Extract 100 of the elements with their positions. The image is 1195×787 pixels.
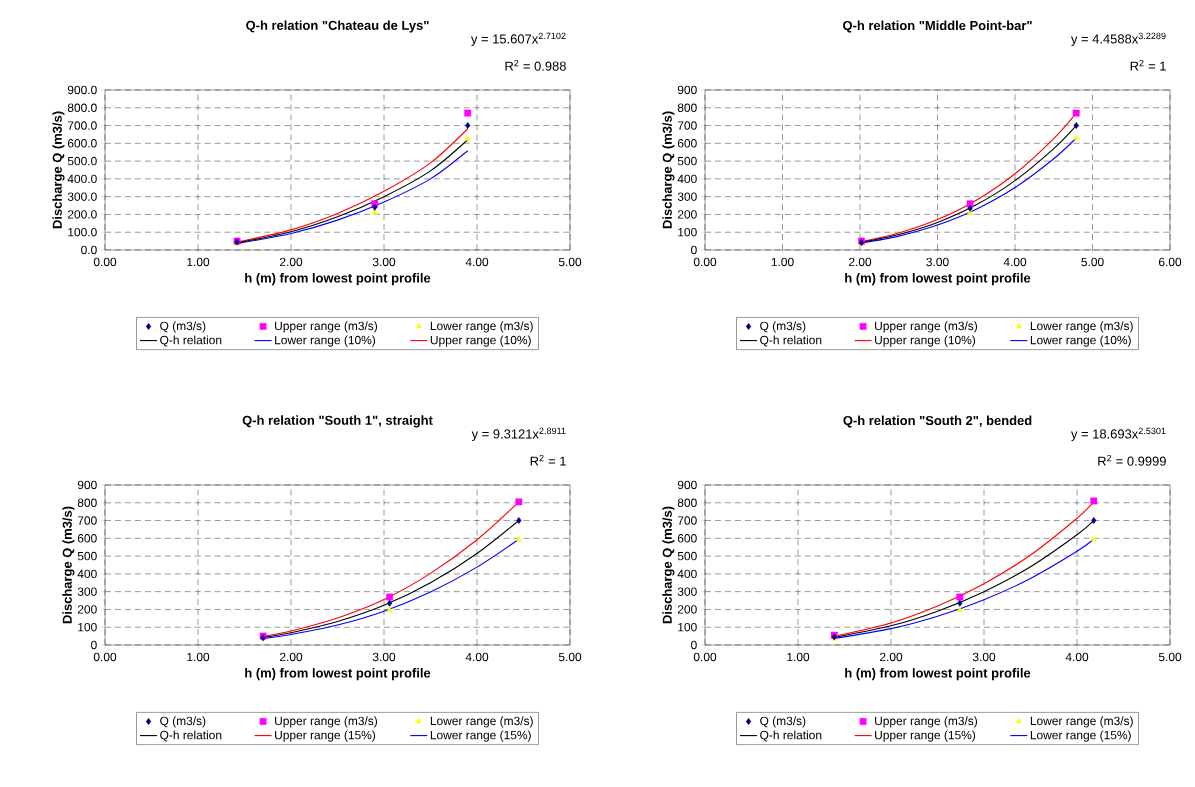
y-axis-title: Discharge Q (m3/s) bbox=[662, 111, 675, 229]
y-tick-label: 300 bbox=[77, 587, 97, 596]
x-tick-label: 4.00 bbox=[1003, 257, 1027, 267]
y-tick-label: 800 bbox=[677, 498, 697, 507]
x-tick-label: 3.00 bbox=[372, 257, 396, 267]
x-tick-label: 4.00 bbox=[1065, 652, 1089, 662]
chart-title: Q-h relation "Chateau de Lys" bbox=[246, 20, 429, 33]
legend-label: Q-h relation bbox=[760, 335, 822, 347]
y-axis-title: Discharge Q (m3/s) bbox=[62, 506, 75, 624]
y-tick-label: 300 bbox=[677, 587, 697, 596]
legend-label: Lower range (m3/s) bbox=[430, 321, 533, 333]
x-tick-label: 1.00 bbox=[771, 257, 794, 267]
legend-label: Q (m3/s) bbox=[160, 716, 206, 728]
y-tick-label: 500 bbox=[77, 551, 97, 561]
y-tick-label: 600.0 bbox=[67, 139, 97, 148]
legend-label: Q (m3/s) bbox=[760, 321, 806, 333]
legend-label: Upper range (15%) bbox=[875, 730, 976, 742]
x-tick-label: 4.00 bbox=[465, 257, 489, 267]
x-tick-label: 0.00 bbox=[93, 257, 117, 267]
x-tick-label: 0.00 bbox=[693, 257, 717, 267]
y-tick-label: 400 bbox=[77, 569, 97, 579]
legend-label: Q (m3/s) bbox=[160, 321, 206, 333]
y-tick-label: 400 bbox=[677, 569, 697, 579]
x-tick-label: 5.00 bbox=[1081, 257, 1104, 267]
y-tick-label: 500.0 bbox=[67, 156, 97, 166]
x-tick-label: 2.00 bbox=[848, 257, 872, 267]
chart-title: Q-h relation "Middle Point-bar" bbox=[843, 20, 1032, 33]
y-tick-label: 600 bbox=[677, 534, 697, 543]
x-tick-label: 0.00 bbox=[93, 652, 117, 662]
legend-label: Lower range (m3/s) bbox=[1030, 716, 1133, 728]
x-tick-label: 4.00 bbox=[465, 652, 489, 662]
x-axis-title: h (m) from lowest point profile bbox=[845, 668, 1031, 681]
legend-label: Upper range (m3/s) bbox=[275, 321, 378, 333]
text: R$^{2}$ = 0.988 bbox=[505, 59, 566, 71]
legend-label: Lower range (10%) bbox=[1030, 335, 1131, 347]
y-tick-label: 600 bbox=[677, 139, 697, 148]
legend-label: Q-h relation bbox=[760, 730, 822, 742]
x-tick-label: 2.00 bbox=[879, 652, 903, 662]
text: R$^{2}$ = 0.9999 bbox=[1098, 454, 1166, 466]
x-axis-title: h (m) from lowest point profile bbox=[845, 273, 1031, 286]
y-tick-label: 600 bbox=[77, 534, 97, 543]
x-axis-title: h (m) from lowest point profile bbox=[245, 273, 431, 286]
y-tick-label: 700.0 bbox=[67, 121, 97, 130]
legend-label: Upper range (15%) bbox=[275, 730, 376, 742]
y-tick-label: 900 bbox=[77, 480, 97, 490]
y-tick-label: 0 bbox=[691, 640, 697, 650]
y-tick-label: 700 bbox=[677, 121, 697, 130]
y-tick-label: 200 bbox=[677, 210, 697, 219]
y-tick-label: 300 bbox=[677, 192, 697, 201]
y-tick-label: 800 bbox=[677, 103, 697, 112]
legend-label: Upper range (m3/s) bbox=[875, 716, 978, 728]
legend-label: Upper range (10%) bbox=[430, 335, 531, 347]
legend-label: Lower range (15%) bbox=[430, 730, 531, 742]
y-tick-label: 800.0 bbox=[67, 103, 97, 112]
legend-label: Q-h relation bbox=[160, 730, 222, 742]
legend-label: Upper range (m3/s) bbox=[875, 321, 978, 333]
y-tick-label: 200 bbox=[677, 605, 697, 614]
y-tick-label: 200.0 bbox=[67, 210, 97, 219]
x-tick-label: 2.00 bbox=[279, 257, 303, 267]
text: y = 15.607x$^{2.7102}$ bbox=[470, 32, 566, 47]
x-tick-label: 2.00 bbox=[279, 652, 303, 662]
legend-label: Upper range (10%) bbox=[875, 335, 976, 347]
y-tick-label: 200 bbox=[77, 605, 97, 614]
x-tick-label: 5.00 bbox=[1158, 652, 1182, 662]
y-tick-label: 900 bbox=[677, 480, 697, 490]
y-tick-label: 400.0 bbox=[67, 174, 97, 184]
y-tick-label: 500 bbox=[677, 156, 697, 166]
y-axis-title: Discharge Q (m3/s) bbox=[52, 111, 65, 229]
legend-label: Lower range (m3/s) bbox=[430, 716, 533, 728]
x-tick-label: 1.00 bbox=[187, 257, 210, 267]
y-tick-label: 500 bbox=[677, 551, 697, 561]
y-tick-label: 300.0 bbox=[67, 192, 97, 201]
legend-label: Lower range (15%) bbox=[1030, 730, 1131, 742]
y-tick-label: 100 bbox=[678, 227, 697, 237]
y-tick-label: 0.0 bbox=[81, 245, 97, 255]
y-tick-label: 800 bbox=[77, 498, 97, 507]
chart-title: Q-h relation "South 1", straight bbox=[242, 415, 433, 428]
legend-label: Upper range (m3/s) bbox=[275, 716, 378, 728]
text: y = 9.3121x$^{2.8911}$ bbox=[471, 427, 566, 442]
x-tick-label: 6.00 bbox=[1158, 257, 1182, 267]
y-tick-label: 700 bbox=[677, 516, 697, 525]
x-tick-label: 5.00 bbox=[558, 257, 582, 267]
legend-label: Lower range (10%) bbox=[275, 335, 376, 347]
text: y = 4.4588x$^{3.2289}$ bbox=[1070, 32, 1166, 47]
chart-title: Q-h relation "South 2", bended bbox=[843, 415, 1032, 428]
x-axis-title: h (m) from lowest point profile bbox=[245, 668, 431, 681]
x-tick-label: 0.00 bbox=[693, 652, 717, 662]
y-tick-label: 100 bbox=[78, 622, 97, 632]
text: R$^{2}$ = 1 bbox=[530, 454, 566, 466]
y-tick-label: 100.0 bbox=[68, 227, 97, 237]
y-axis-title: Discharge Q (m3/s) bbox=[662, 506, 675, 624]
text: R$^{2}$ = 1 bbox=[1130, 59, 1166, 71]
legend-label: Q (m3/s) bbox=[760, 716, 806, 728]
y-tick-label: 100 bbox=[678, 622, 697, 632]
y-tick-label: 700 bbox=[77, 516, 97, 525]
x-tick-label: 5.00 bbox=[558, 652, 582, 662]
legend-label: Lower range (m3/s) bbox=[1030, 321, 1133, 333]
text: y = 18.693x$^{2.5301}$ bbox=[1070, 427, 1166, 442]
y-tick-label: 0 bbox=[691, 245, 697, 255]
x-tick-label: 1.00 bbox=[787, 652, 810, 662]
